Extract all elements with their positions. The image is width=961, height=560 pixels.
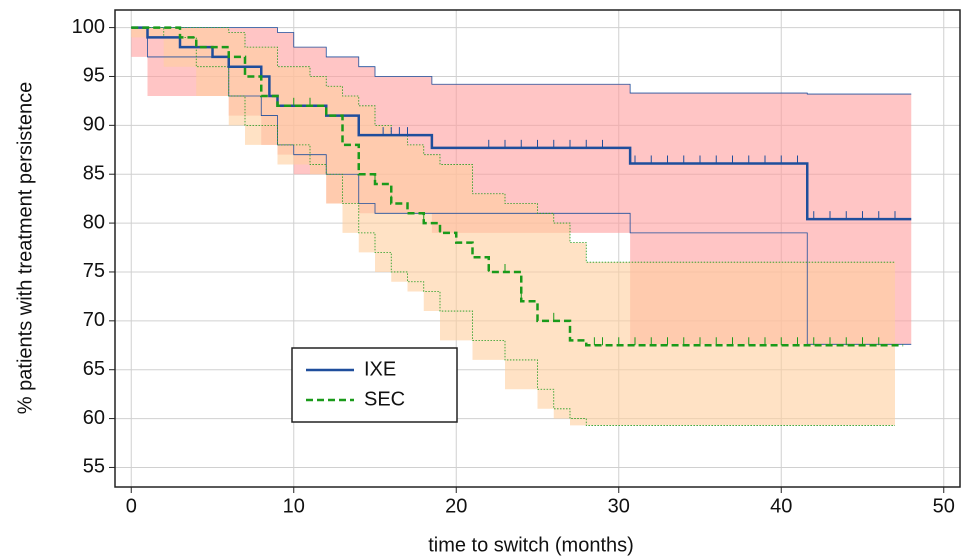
x-tick-label: 20 [445,495,467,517]
ci-bound [131,27,912,345]
x-tick-label: 30 [608,495,630,517]
y-tick-label: 90 [83,114,105,136]
y-tick-label: 85 [83,162,105,184]
plot-frame [114,9,961,488]
y-tick-label: 95 [83,65,105,87]
x-axis-label: time to switch (months) [428,534,634,556]
y-tick-label: 65 [83,358,105,380]
y-tick-label: 100 [72,16,105,38]
ci-bound [131,27,912,95]
legend-label: IXE [364,358,396,380]
legend-box [291,347,458,423]
y-tick-label: 70 [83,309,105,331]
x-tick-label: 50 [933,495,955,517]
y-axis-label: % patients with treatment persistence [14,82,36,414]
km-line [131,26,904,347]
x-tick-label: 10 [283,495,305,517]
y-tick-label: 55 [83,456,105,478]
ci-band [131,27,895,426]
y-tick-label: 80 [83,211,105,233]
x-tick-label: 40 [770,495,792,517]
legend-label: SEC [364,388,405,410]
x-tick-label: 0 [126,495,137,517]
ci-bound [131,27,895,263]
y-tick-label: 75 [83,260,105,282]
y-tick-label: 60 [83,407,105,429]
